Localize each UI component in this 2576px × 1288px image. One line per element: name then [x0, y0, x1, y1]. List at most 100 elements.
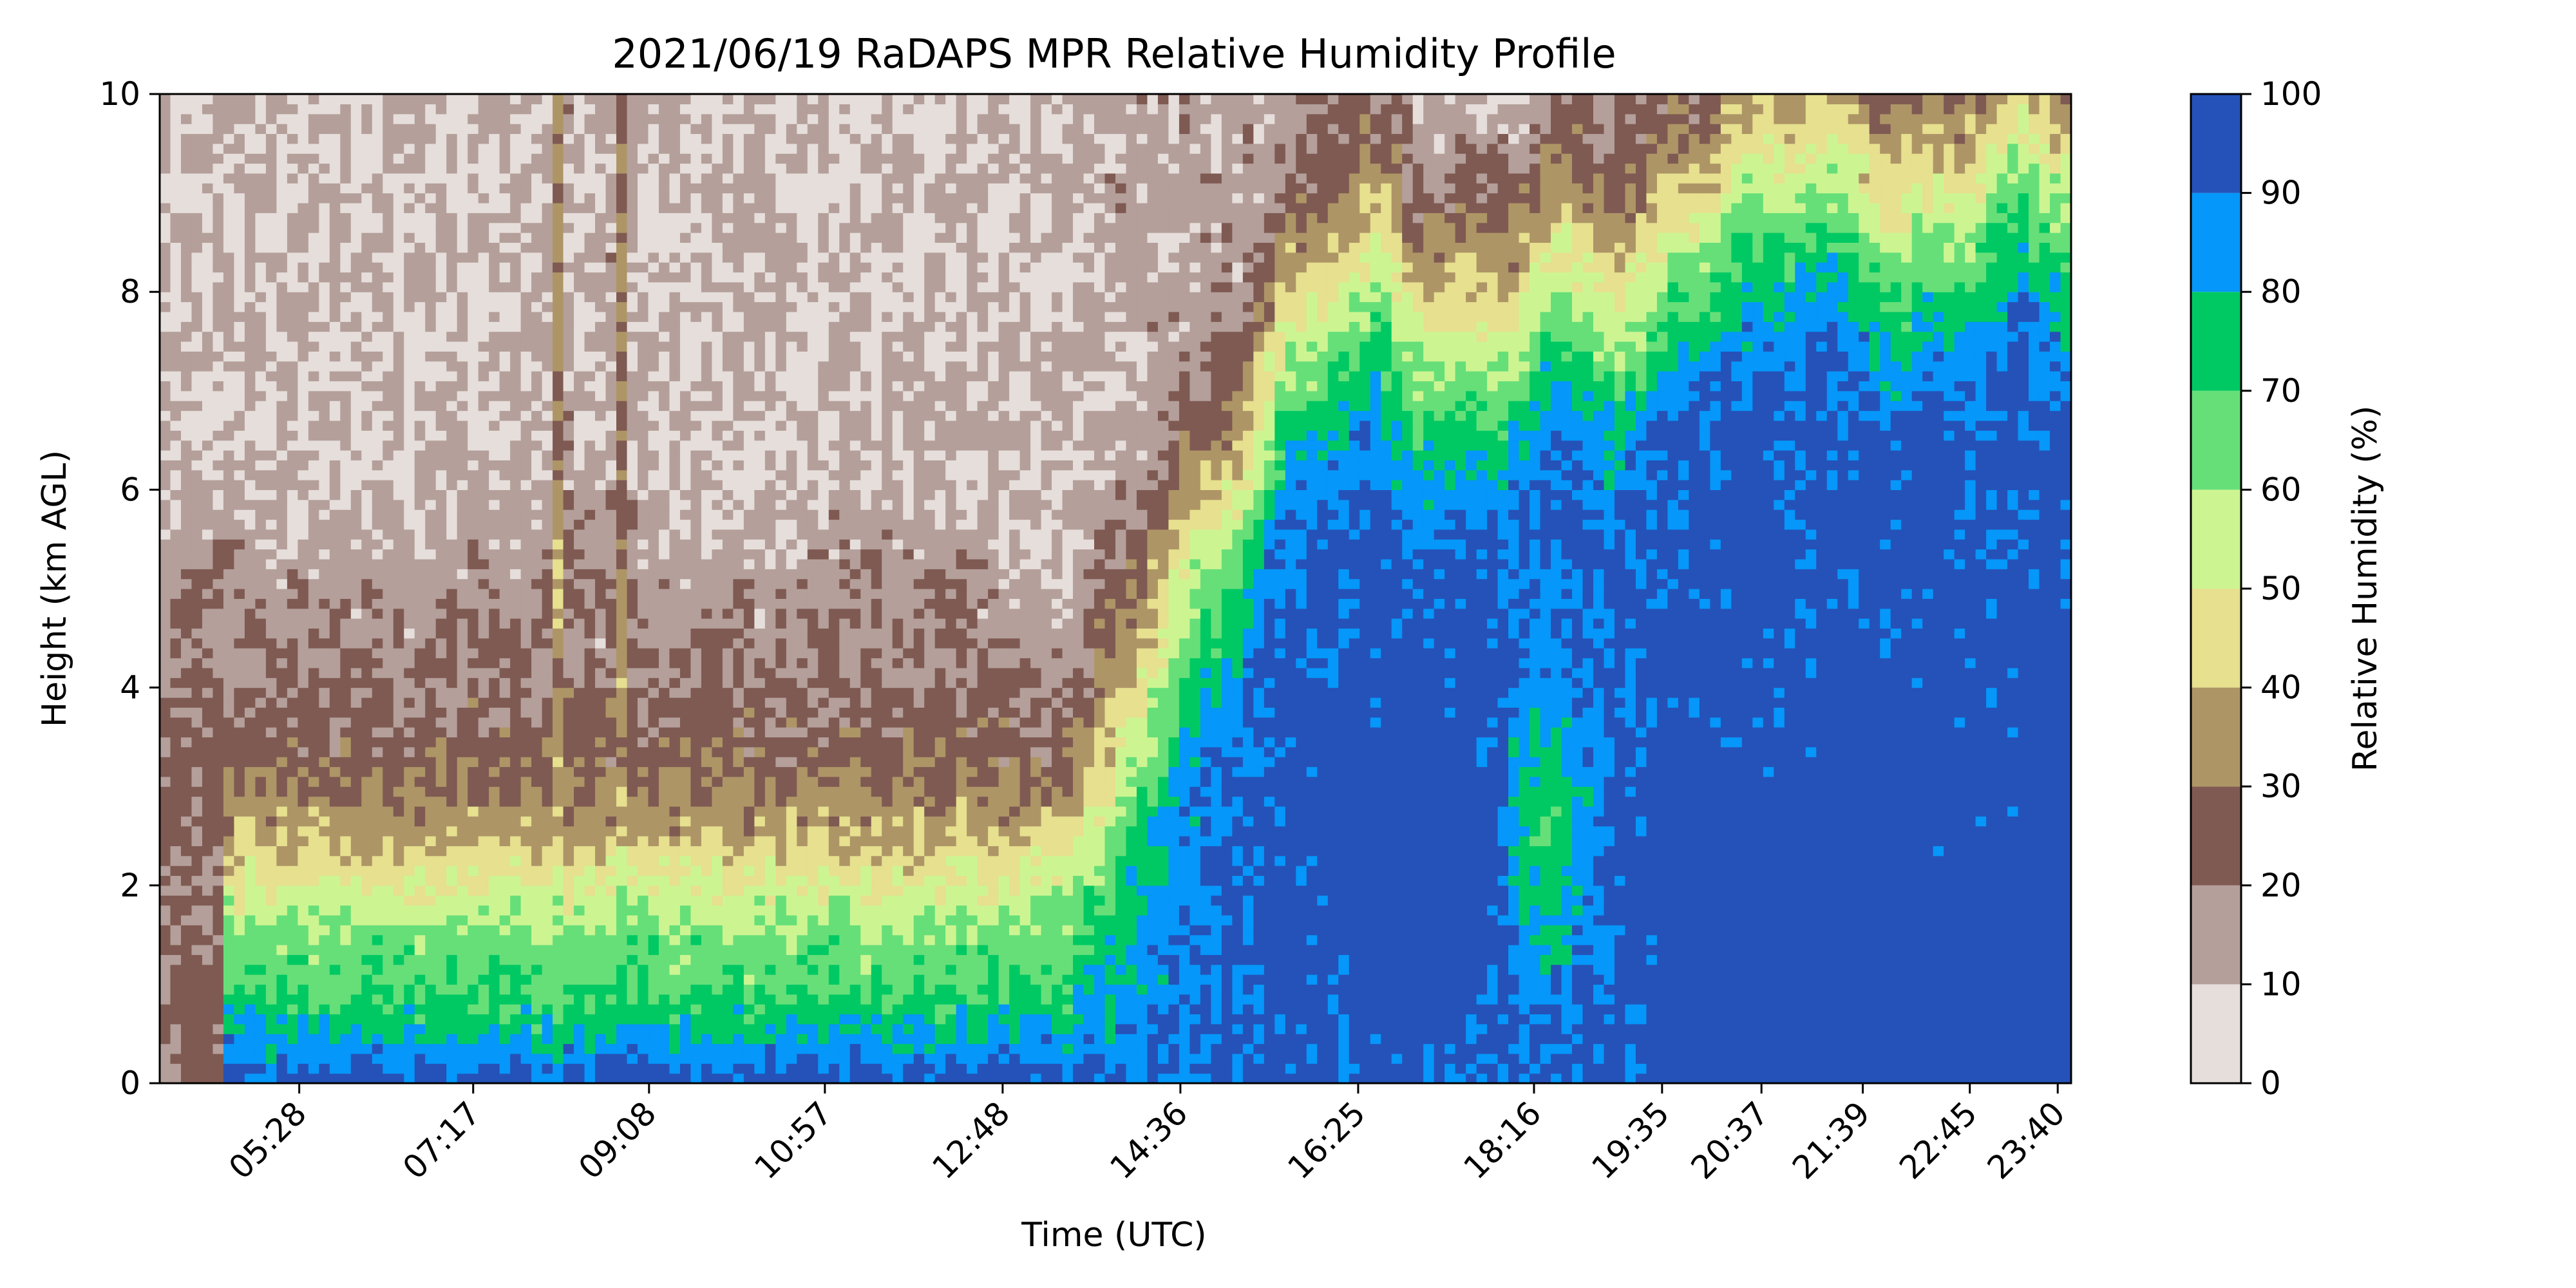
rh-cell	[372, 914, 383, 925]
rh-cell	[1317, 905, 1329, 916]
rh-cell	[1859, 1014, 1870, 1025]
rh-cell	[1041, 806, 1052, 817]
rh-cell	[764, 855, 776, 866]
rh-cell	[1593, 1063, 1605, 1074]
rh-cell	[1933, 964, 1944, 975]
rh-cell	[1551, 984, 1562, 995]
rh-cell	[1508, 1034, 1520, 1045]
rh-cell	[1359, 1014, 1371, 1025]
rh-cell	[924, 855, 936, 866]
rh-cell	[690, 855, 702, 866]
rh-cell	[722, 1034, 734, 1045]
rh-cell	[2018, 1053, 2029, 1064]
rh-cell	[1179, 806, 1191, 817]
rh-cell	[1572, 885, 1584, 896]
rh-cell	[1402, 806, 1414, 817]
rh-cell	[287, 1023, 298, 1034]
rh-cell	[807, 994, 819, 1005]
rh-cell	[1593, 885, 1605, 896]
rh-cell	[669, 984, 681, 995]
rh-cell	[690, 1014, 702, 1025]
rh-cell	[1094, 855, 1106, 866]
rh-cell	[1126, 954, 1137, 965]
rh-cell	[1370, 984, 1381, 995]
rh-cell	[1625, 1023, 1636, 1034]
rh-cell	[1019, 1014, 1031, 1025]
rh-cell	[1752, 866, 1764, 876]
rh-cell	[913, 816, 925, 827]
rh-cell	[1519, 855, 1530, 866]
rh-cell	[1519, 1023, 1530, 1034]
rh-cell	[553, 964, 564, 975]
rh-cell	[1901, 1023, 1913, 1034]
rh-cell	[1933, 1073, 1944, 1083]
rh-cell	[361, 1023, 373, 1034]
rh-cell	[425, 1034, 437, 1045]
rh-cell	[1848, 944, 1859, 955]
rh-cell	[1434, 974, 1445, 985]
rh-cell	[425, 875, 437, 886]
rh-cell	[255, 1073, 267, 1083]
rh-cell	[1582, 925, 1594, 936]
rh-cell	[797, 895, 808, 906]
rh-cell	[1593, 1043, 1605, 1054]
rh-cell	[913, 806, 925, 817]
rh-cell	[1614, 954, 1626, 965]
rh-cell	[648, 806, 659, 817]
rh-cell	[202, 836, 214, 846]
rh-cell	[797, 875, 808, 886]
rh-cell	[244, 925, 256, 936]
rh-cell	[478, 964, 489, 975]
rh-cell	[1009, 1063, 1021, 1074]
rh-cell	[2050, 974, 2061, 985]
rh-cell	[1179, 934, 1191, 945]
rh-cell	[1731, 925, 1743, 936]
rh-cell	[542, 1004, 553, 1015]
rh-cell	[1933, 875, 1944, 886]
rh-cell	[265, 816, 277, 827]
rh-cell	[276, 806, 288, 817]
rh-cell	[1157, 934, 1170, 945]
rh-cell	[170, 905, 182, 916]
rh-cell	[775, 1034, 787, 1045]
rh-cell	[1253, 885, 1265, 896]
rh-cell	[1890, 866, 1902, 876]
rh-cell	[287, 934, 298, 945]
rh-cell	[1741, 954, 1753, 965]
rh-cell	[2060, 816, 2071, 827]
rh-cell	[786, 974, 797, 985]
rh-cell	[255, 964, 267, 975]
rh-cell	[1678, 905, 1689, 916]
rh-cell	[828, 974, 840, 985]
rh-cell	[648, 1023, 659, 1034]
rh-cell	[425, 885, 437, 896]
rh-cell	[701, 974, 713, 985]
rh-cell	[2018, 914, 2029, 925]
rh-cell	[1200, 866, 1211, 876]
rh-cell	[913, 914, 925, 925]
rh-cell	[276, 934, 288, 945]
rh-cell	[605, 974, 617, 985]
rh-cell	[1126, 1004, 1137, 1015]
rh-cell	[223, 1023, 235, 1034]
rh-cell	[468, 806, 479, 817]
rh-cell	[1349, 944, 1360, 955]
rh-cell	[1625, 964, 1636, 975]
rh-cell	[595, 806, 607, 817]
rh-cell	[1890, 885, 1902, 896]
rh-cell	[1986, 994, 1998, 1005]
rh-cell	[1157, 1023, 1170, 1034]
rh-cell	[1551, 1023, 1562, 1034]
rh-cell	[1253, 944, 1265, 955]
rh-cell	[202, 1023, 214, 1034]
rh-cell	[1402, 1004, 1414, 1015]
rh-cell	[1211, 866, 1222, 876]
rh-cell	[1211, 934, 1222, 945]
rh-cell	[308, 1014, 319, 1025]
rh-cell	[2060, 964, 2071, 975]
rh-cell	[329, 954, 341, 965]
rh-cell	[1530, 944, 1541, 955]
rh-cell	[584, 1023, 596, 1034]
rh-cell	[2039, 1004, 2050, 1015]
rh-cell	[1996, 846, 2008, 857]
